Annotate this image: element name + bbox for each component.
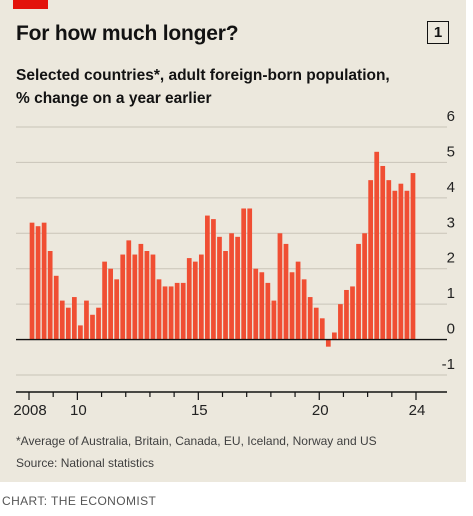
chart-title: For how much longer? [16,22,239,45]
x-tick-label: 2008 [13,402,46,419]
bar [108,268,113,340]
bar [126,240,132,340]
bar [71,297,77,340]
source-note: Source: National statistics [16,456,155,470]
bar [138,243,144,340]
y-tick-label: 3 [447,214,455,231]
bar [84,300,89,340]
bar [295,261,301,340]
bar [271,300,277,340]
bar [410,173,416,340]
bar [102,261,107,340]
bar [180,282,186,340]
bar [35,226,41,340]
bar-chart: 2008 10 15 20 24 -1 0 1 2 3 4 5 6 [13,108,455,419]
bar [65,307,71,340]
bar [235,236,240,340]
bar [404,190,410,340]
x-tick-label: 24 [409,402,426,419]
bar [332,332,337,340]
chart-number-badge: 1 [427,21,449,44]
chart-card: For how much longer? 1 Selected countrie… [0,0,466,482]
bar [386,180,392,340]
bar [53,275,59,340]
bar [265,282,271,340]
y-tick-label: 5 [447,143,455,160]
bars [29,151,416,347]
bar [338,304,343,340]
bar [150,254,156,340]
bar [78,325,83,340]
y-tick-label: 1 [447,285,455,302]
bar [162,286,168,340]
bar [380,165,386,340]
bar [47,251,53,340]
bar [374,151,380,340]
bar [289,272,295,340]
bar [41,222,47,340]
bar [174,282,180,340]
bar [156,279,162,340]
x-tick-label: 15 [191,402,208,419]
y-tick-label: 4 [447,179,455,196]
bar [96,307,101,340]
bar [392,190,398,340]
bar [59,300,65,340]
bar [144,251,150,340]
bar [192,261,198,340]
bar [90,314,95,340]
bar [301,279,307,340]
bar [350,286,355,340]
bar [223,251,228,340]
chart-subtitle: Selected countries*, adult foreign-born … [16,67,390,107]
x-tick-label: 10 [70,402,87,419]
brand-red-tab [13,0,48,9]
bar [247,208,253,340]
bar [283,243,289,340]
bar [241,208,247,340]
bar [398,183,404,340]
bar [277,233,283,340]
bar [368,180,374,340]
bar [344,289,349,340]
bar [319,318,325,340]
chart-credit: CHART: THE ECONOMIST [2,494,157,508]
bar [114,279,120,340]
footnote: *Average of Australia, Britain, Canada, … [16,434,377,448]
bar [186,258,192,340]
bar [217,236,222,340]
bar [205,215,210,340]
x-tick-label: 20 [312,402,329,419]
bar [132,254,138,340]
bar [253,268,259,340]
y-tick-label: 0 [447,321,455,338]
bar [356,243,361,340]
bar [313,307,319,340]
y-tick-label: 6 [447,108,455,125]
bar [29,222,35,340]
bar [325,339,331,347]
bar [211,219,216,340]
bar [259,272,265,340]
y-tick-label: -1 [442,356,455,373]
bar [307,297,313,340]
bar [120,254,126,340]
bar [198,254,204,340]
bar [362,233,367,340]
y-tick-labels: -1 0 1 2 3 4 5 6 [442,108,455,373]
x-axis: 2008 10 15 20 24 [13,338,447,419]
bar [229,233,234,340]
y-tick-label: 2 [447,250,455,267]
bar [168,286,174,340]
